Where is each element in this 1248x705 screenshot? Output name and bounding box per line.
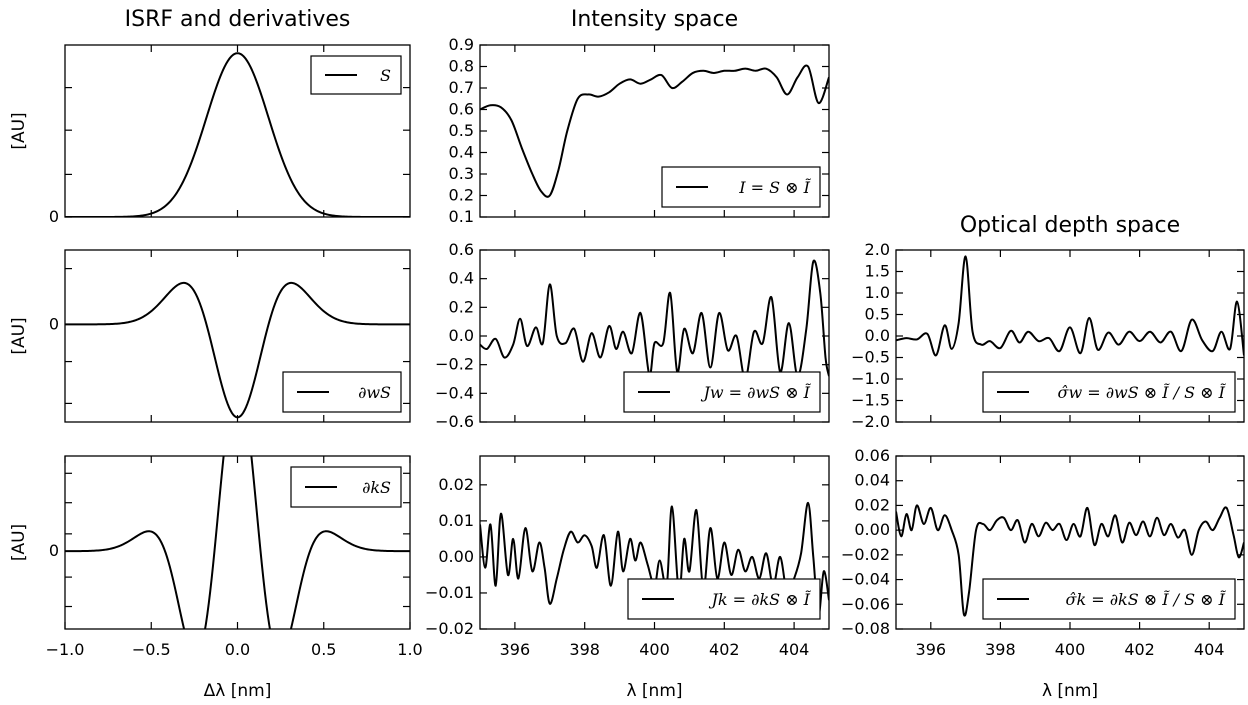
panel-dw: 0 [AU] ∂wS (9, 249, 411, 423)
legend-intensity: I = S ⊗ Ĩ (661, 166, 821, 208)
ytick-label-sigma_k: 0.02 (854, 495, 890, 514)
ytick-label-dk: 0 (49, 541, 59, 560)
legend-label: I = S ⊗ Ĩ (738, 177, 811, 197)
ytick-label-sigma_w: −1.0 (851, 369, 890, 388)
panel-dk: 0 −1.0 −0.5 0.0 0.5 1.0 Δλ [nm] [AU] ∂kS (9, 455, 423, 701)
ytick-label-intensity: 0.1 (449, 207, 474, 226)
legend-label: σ̂w = ∂wS ⊗ Ĩ / S ⊗ Ĩ (1058, 382, 1227, 402)
legend-label: Jk = ∂kS ⊗ Ĩ (708, 589, 811, 609)
legend-label: ∂wS (358, 383, 391, 402)
ytick-label-dw: 0 (49, 314, 59, 333)
column-title-intensity: Intensity space (571, 7, 738, 32)
xtick-label-sigma_k: 398 (985, 640, 1016, 659)
panel-Jk: −0.02 −0.01 0.00 0.01 0.02 396 398 400 402 404 λ [… (425, 455, 830, 701)
xtick-label-sigma_k: 400 (1055, 640, 1086, 659)
legend-sigma_k: σ̂k = ∂kS ⊗ Ĩ / S ⊗ Ĩ (982, 578, 1236, 620)
ytick-label-sigma_k: 0.06 (854, 446, 890, 465)
xtick-label-Jk: 396 (500, 640, 531, 659)
xtick-label-dk: 0.0 (225, 640, 250, 659)
ylabel-dw: [AU] (9, 317, 29, 354)
ytick-label-sigma_k: −0.04 (841, 570, 890, 589)
legend-label: S (380, 66, 391, 85)
panel-intensity: 0.1 0.2 0.3 0.4 0.5 0.6 0.7 0.8 0.9 Intensity spa… (449, 7, 830, 226)
series-line-sigma_w (896, 255, 1244, 357)
xlabel-dk: Δλ [nm] (204, 681, 272, 701)
ytick-label-sigma_w: 1.0 (865, 283, 890, 302)
legend-dk: ∂kS (290, 466, 402, 508)
ytick-label-Jw: 0.2 (449, 297, 474, 316)
legend-label: ∂kS (362, 478, 391, 497)
ytick-label-sigma_w: −2.0 (851, 412, 890, 431)
panel-isrf: 0 [AU] ISRF and derivatives S (9, 7, 411, 226)
series-line-dk (65, 456, 410, 629)
xtick-label-sigma_k: 402 (1124, 640, 1155, 659)
legend-Jk: Jk = ∂kS ⊗ Ĩ (627, 578, 821, 620)
ytick-label-Jw: −0.2 (435, 355, 474, 374)
xtick-label-Jk: 402 (709, 640, 740, 659)
panel-sigma_w: −2.0 −1.5 −1.0 −0.5 0.0 0.5 1.0 1.5 2.0 Optical d… (851, 213, 1245, 431)
xtick-label-dk: −0.5 (132, 640, 171, 659)
ytick-label-intensity: 0.9 (449, 35, 474, 54)
xtick-label-sigma_k: 396 (916, 640, 947, 659)
ytick-label-sigma_k: −0.06 (841, 594, 890, 613)
legend-sigma_w: σ̂w = ∂wS ⊗ Ĩ / S ⊗ Ĩ (982, 371, 1236, 413)
ytick-label-sigma_k: 0.04 (854, 471, 890, 490)
ytick-label-intensity: 0.2 (449, 186, 474, 205)
ytick-label-intensity: 0.7 (449, 78, 474, 97)
xtick-label-dk: −1.0 (46, 640, 85, 659)
xtick-label-Jk: 400 (639, 640, 670, 659)
ytick-label-sigma_w: 0.0 (865, 326, 890, 345)
ytick-label-intensity: 0.3 (449, 164, 474, 183)
legend-label: σ̂k = ∂kS ⊗ Ĩ / S ⊗ Ĩ (1066, 589, 1227, 609)
ytick-label-Jk: 0.02 (438, 475, 474, 494)
ytick-label-sigma_k: 0.00 (854, 520, 890, 539)
legend-isrf: S (310, 55, 402, 95)
panel-Jw: −0.6 −0.4 −0.2 0.0 0.2 0.4 0.6 Jw = ∂wS ⊗ Ĩ (435, 240, 830, 431)
ytick-label-Jw: 0.4 (449, 269, 474, 288)
ytick-label-Jw: 0.6 (449, 240, 474, 259)
ytick-label-sigma_w: 1.5 (865, 262, 890, 281)
ylabel-dk: [AU] (9, 524, 29, 561)
ytick-label-Jk: 0.00 (438, 547, 474, 566)
series-line-Jw (480, 259, 829, 381)
ytick-label-Jk: 0.01 (438, 511, 474, 530)
xtick-label-dk: 0.5 (311, 640, 336, 659)
ytick-label-Jk: −0.01 (425, 583, 474, 602)
ytick-label-Jw: −0.6 (435, 412, 474, 431)
column-title-isrf: ISRF and derivatives (125, 7, 351, 32)
xtick-label-sigma_k: 404 (1194, 640, 1225, 659)
xtick-label-Jk: 404 (779, 640, 810, 659)
xtick-label-Jk: 398 (569, 640, 600, 659)
ytick-label-sigma_k: −0.02 (841, 545, 890, 564)
series-line-sigma_k (896, 504, 1244, 617)
ytick-label-sigma_k: −0.08 (841, 619, 890, 638)
ytick-label-sigma_w: 0.5 (865, 305, 890, 324)
ytick-label-intensity: 0.8 (449, 57, 474, 76)
legend-label: Jw = ∂wS ⊗ Ĩ (700, 382, 811, 402)
xlabel-sigma_k: λ [nm] (1042, 681, 1098, 701)
ytick-label-Jw: −0.4 (435, 383, 474, 402)
ytick-label-intensity: 0.4 (449, 143, 474, 162)
ytick-label-isrf: 0 (49, 207, 59, 226)
xtick-label-dk: 1.0 (397, 640, 422, 659)
ytick-label-intensity: 0.5 (449, 121, 474, 140)
legend-Jw: Jw = ∂wS ⊗ Ĩ (623, 371, 821, 413)
xlabel-Jk: λ [nm] (626, 681, 682, 701)
ytick-label-sigma_w: −0.5 (851, 348, 890, 367)
ylabel-isrf: [AU] (9, 112, 29, 149)
ytick-label-Jw: 0.0 (449, 326, 474, 345)
panel-sigma_k: −0.08 −0.06 −0.04 −0.02 0.00 0.02 0.04 0.06 396 3… (841, 446, 1245, 701)
ytick-label-sigma_w: 2.0 (865, 240, 890, 259)
ytick-label-Jk: −0.02 (425, 619, 474, 638)
ytick-label-sigma_w: −1.5 (851, 391, 890, 410)
legend-dw: ∂wS (282, 371, 402, 413)
column-title-sigma_w: Optical depth space (960, 213, 1180, 238)
series-line-intensity (480, 64, 829, 198)
ytick-label-intensity: 0.6 (449, 100, 474, 119)
